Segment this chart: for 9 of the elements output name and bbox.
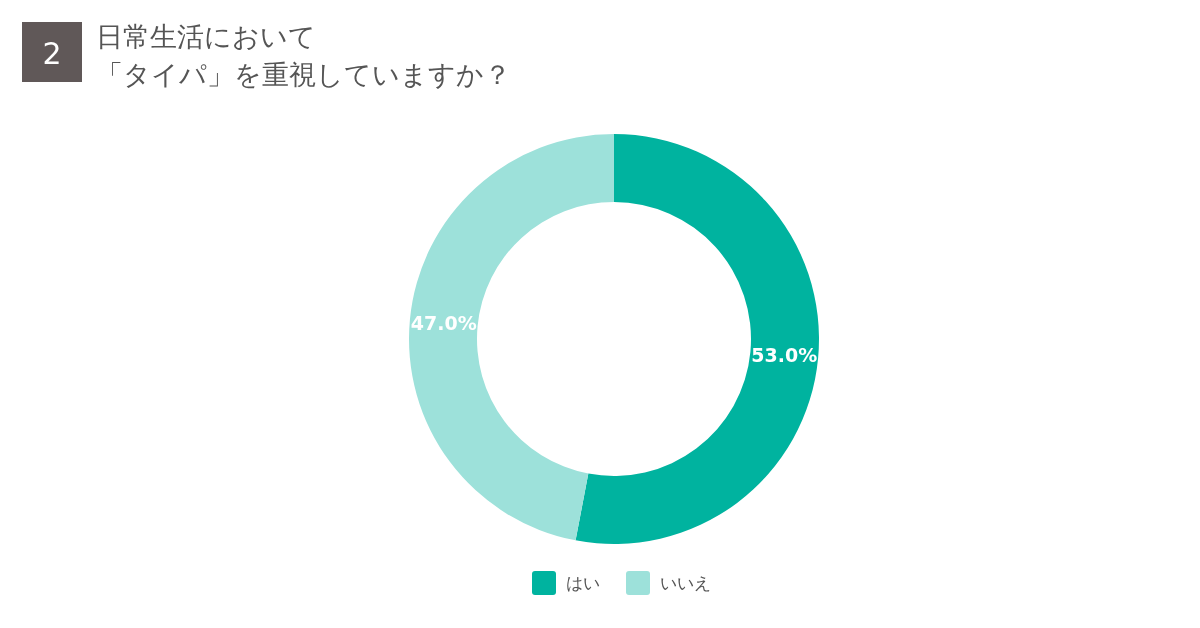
legend-label: いいえ xyxy=(660,573,711,593)
donut-slice xyxy=(409,134,614,541)
chart-subtitle: 「タイパ」を重視していますか？ xyxy=(96,59,511,90)
text: 2 xyxy=(42,36,62,71)
legend-label: はい xyxy=(566,573,600,593)
donut-slice xyxy=(575,134,819,544)
data-label: 47.0% xyxy=(410,311,477,334)
chart-title: 日常生活において xyxy=(96,21,316,52)
data-label: 53.0% xyxy=(751,344,818,367)
